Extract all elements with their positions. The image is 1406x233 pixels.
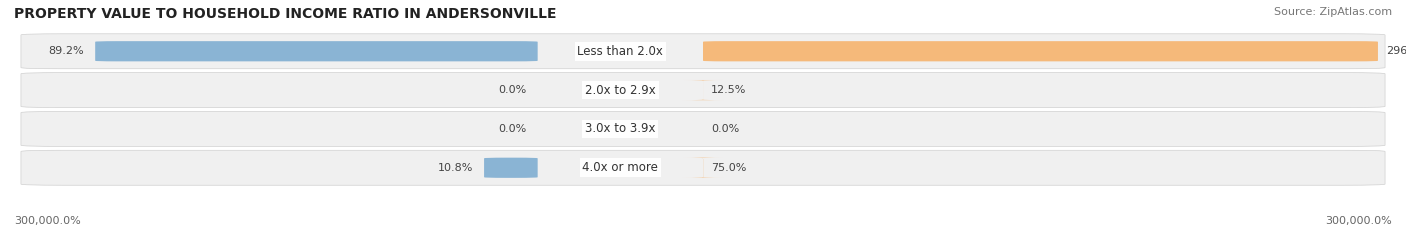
Text: 89.2%: 89.2%	[49, 46, 84, 56]
Text: Less than 2.0x: Less than 2.0x	[578, 45, 664, 58]
Text: 0.0%: 0.0%	[498, 85, 527, 95]
Text: 12.5%: 12.5%	[711, 85, 747, 95]
Text: 3.0x to 3.9x: 3.0x to 3.9x	[585, 122, 655, 135]
Text: 75.0%: 75.0%	[711, 163, 747, 173]
FancyBboxPatch shape	[21, 73, 1385, 108]
FancyBboxPatch shape	[682, 158, 724, 178]
FancyBboxPatch shape	[96, 41, 537, 61]
Text: Source: ZipAtlas.com: Source: ZipAtlas.com	[1274, 7, 1392, 17]
FancyBboxPatch shape	[682, 80, 724, 100]
Text: 10.8%: 10.8%	[437, 163, 472, 173]
Text: 4.0x or more: 4.0x or more	[582, 161, 658, 174]
FancyBboxPatch shape	[484, 158, 537, 178]
FancyBboxPatch shape	[21, 34, 1385, 69]
Text: 300,000.0%: 300,000.0%	[14, 216, 80, 226]
FancyBboxPatch shape	[21, 150, 1385, 185]
FancyBboxPatch shape	[703, 41, 1378, 61]
Text: 0.0%: 0.0%	[711, 124, 740, 134]
Text: 2.0x to 2.9x: 2.0x to 2.9x	[585, 84, 655, 97]
FancyBboxPatch shape	[21, 111, 1385, 146]
Text: PROPERTY VALUE TO HOUSEHOLD INCOME RATIO IN ANDERSONVILLE: PROPERTY VALUE TO HOUSEHOLD INCOME RATIO…	[14, 7, 557, 21]
Text: 296,875.0%: 296,875.0%	[1386, 46, 1406, 56]
Text: 0.0%: 0.0%	[498, 124, 527, 134]
Text: 300,000.0%: 300,000.0%	[1326, 216, 1392, 226]
